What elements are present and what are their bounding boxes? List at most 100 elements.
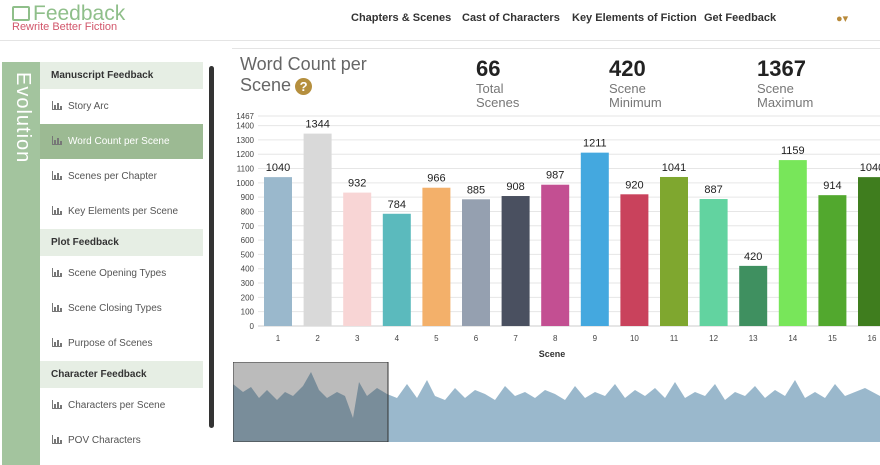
value-label: 887 [704,184,722,196]
menu-item-label: POV Characters [68,435,141,446]
bar-icon [52,303,62,312]
x-tick-label: 1 [276,334,281,343]
help-icon[interactable]: ? [295,78,313,95]
chart-title-text: Word Count per Scene [240,54,367,95]
bar-icon [52,268,62,277]
y-tick-label: 1200 [236,150,254,159]
menu-section: Manuscript Feedback [40,62,203,89]
value-label: 920 [625,179,643,191]
menu-item-label: Story Arc [68,101,109,112]
navigator[interactable] [233,362,880,442]
nav-link[interactable]: Key Elements of Fiction [572,12,697,24]
menu-item[interactable]: Scenes per Chapter [40,159,203,194]
stat-label: Total Scenes [476,81,520,110]
stat-value: 420 [609,56,646,81]
y-tick-label: 1467 [236,112,254,121]
value-label: 885 [467,184,485,196]
menu-item[interactable]: Key Elements per Scene [40,194,203,229]
menu-section: Plot Feedback [40,229,203,256]
x-tick-label: 14 [788,334,797,343]
x-tick-label: 13 [749,334,758,343]
logo[interactable]: Feedback [12,2,125,26]
navigator-area [233,372,880,442]
value-label: 1040 [860,162,880,174]
y-tick-label: 100 [241,308,255,317]
bar-icon [52,171,62,180]
x-tick-label: 5 [434,334,439,343]
tagline: Rewrite Better Fiction [12,21,118,33]
y-tick-label: 1300 [236,136,254,145]
user-menu[interactable]: ●▾ [836,13,849,25]
menu-item[interactable]: Word Count per Scene [40,124,203,159]
nav-link[interactable]: Cast of Characters [462,12,560,24]
value-label: 1211 [583,138,607,150]
value-label: 1159 [781,145,805,157]
stat: 66 Total Scenes [476,56,536,110]
stat-label: Scene Minimum [609,81,662,110]
menu-item[interactable]: POV Characters [40,423,203,458]
header: Feedback Rewrite Better Fiction Chapters… [0,0,880,41]
y-tick-label: 400 [241,265,255,274]
x-tick-label: 2 [315,334,320,343]
y-tick-label: 1100 [237,165,255,174]
x-tick-label: 3 [355,334,360,343]
stat-value: 66 [476,56,501,81]
bar [739,265,768,326]
x-tick-label: 11 [670,334,679,343]
nav-link[interactable]: Get Feedback [704,12,777,24]
x-tick-label: 16 [868,334,877,343]
value-label: 784 [388,199,406,211]
navigator-window[interactable] [233,362,389,442]
bar [580,152,609,326]
bar [501,196,530,326]
menu-item-label: Scene Opening Types [68,268,167,279]
bar [343,192,372,326]
bar-icon [52,435,62,444]
bar-icon [52,101,62,110]
y-tick-label: 1000 [236,179,254,188]
stat-value: 1367 [757,56,806,81]
y-tick-label: 800 [241,207,255,216]
y-tick-label: 900 [241,193,255,202]
menu-item-label: Word Count per Scene [68,136,170,147]
menu-item[interactable]: Scene Opening Types [40,256,203,291]
bar [303,133,332,326]
bar [462,199,490,326]
stat: 1367 Scene Maximum [757,56,817,110]
x-tick-label: 12 [709,334,718,343]
menu-item-label: Key Elements per Scene [68,206,179,217]
scrollbar[interactable] [209,66,214,428]
x-tick-label: 4 [395,334,400,343]
bar [858,177,880,326]
logo-text: Feedback [33,2,126,25]
value-label: 966 [427,173,445,185]
x-tick-label: 15 [828,334,837,343]
menu-item[interactable]: Purpose of Scenes [40,326,203,361]
x-tick-label: 7 [513,334,518,343]
menu-item[interactable]: Characters per Scene [40,388,203,423]
bar-icon [52,136,62,145]
x-tick-label: 10 [630,334,639,343]
bar [620,194,649,326]
bar-icon [52,400,62,409]
side-tab: Evolution [2,62,40,465]
value-label: 908 [506,181,524,193]
y-tick-label: 1400 [236,122,254,131]
value-label: 932 [348,178,366,190]
x-tick-label: 9 [593,334,598,343]
menu-item[interactable]: Story Arc [40,89,203,124]
bar-icon [52,338,62,347]
y-tick-label: 300 [241,279,255,288]
bar-icon [52,206,62,215]
menu-item-label: Characters per Scene [68,400,166,411]
menu-section: Character Feedback [40,361,203,388]
value-label: 914 [823,180,841,192]
chart-title: Word Count per Scene? [240,54,370,96]
side-tab-label: Evolution [12,72,34,164]
menu-item[interactable]: Scene Closing Types [40,291,203,326]
y-tick-label: 500 [241,250,255,259]
bar [422,187,451,326]
bar [778,160,807,326]
nav-link[interactable]: Chapters & Scenes [351,12,452,24]
